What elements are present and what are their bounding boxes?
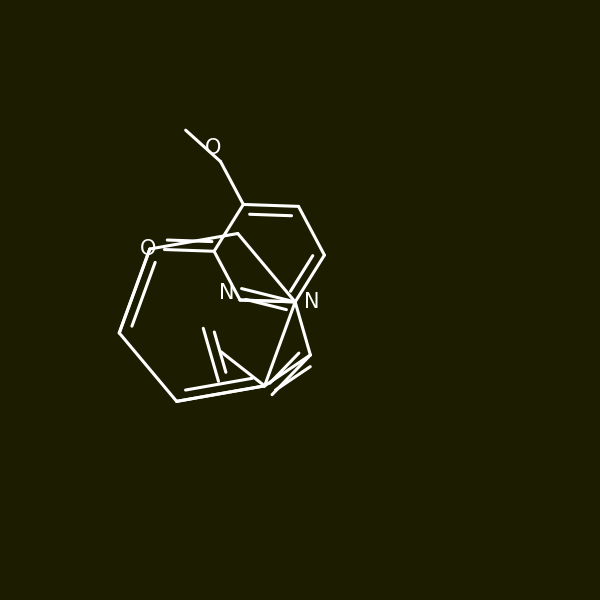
- Text: N: N: [304, 292, 320, 312]
- Text: O: O: [205, 139, 221, 158]
- Text: O: O: [139, 239, 156, 259]
- Text: N: N: [219, 283, 235, 303]
